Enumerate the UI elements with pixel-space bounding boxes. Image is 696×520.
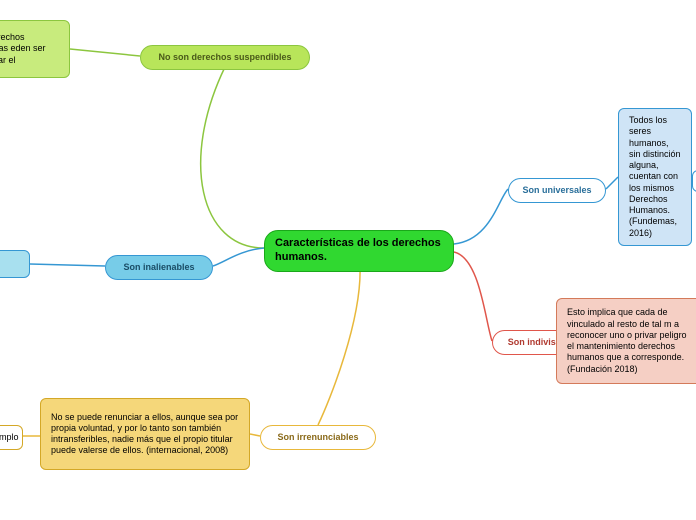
desc-d_univ[interactable]: Todos los seres humanos, sin distinción …	[618, 108, 692, 246]
desc-d_inalien[interactable]: ningún ser .	[0, 250, 30, 278]
desc-d_irrenun-label: No se puede renunciar a ellos, aunque se…	[51, 412, 239, 457]
branch-inalienables-label: Son inalienables	[123, 262, 194, 273]
branch-universales[interactable]: Son universales	[508, 178, 606, 203]
desc-d_ejemplo-label: Ejemplo	[0, 432, 19, 443]
branch-suspendibles-label: No son derechos suspendibles	[158, 52, 291, 63]
branch-universales-label: Son universales	[522, 185, 591, 196]
desc-d_suspend[interactable]: s no son derechos circunstancias eden se…	[0, 20, 70, 78]
desc-d_indiv[interactable]: Esto implica que cada de vinculado al re…	[556, 298, 696, 384]
center-node-label: Características de los derechos humanos.	[275, 237, 443, 265]
desc-d_ejemplo[interactable]: Ejemplo	[0, 425, 23, 450]
center-node[interactable]: Características de los derechos humanos.	[264, 230, 454, 272]
desc-d_univ2[interactable]	[692, 170, 696, 192]
branch-irrenunciables[interactable]: Son irrenunciables	[260, 425, 376, 450]
branch-inalienables[interactable]: Son inalienables	[105, 255, 213, 280]
desc-d_suspend-label: s no son derechos circunstancias eden se…	[0, 32, 59, 66]
desc-d_irrenun[interactable]: No se puede renunciar a ellos, aunque se…	[40, 398, 250, 470]
desc-d_indiv-label: Esto implica que cada de vinculado al re…	[567, 307, 695, 375]
branch-suspendibles[interactable]: No son derechos suspendibles	[140, 45, 310, 70]
branch-irrenunciables-label: Son irrenunciables	[277, 432, 358, 443]
desc-d_univ-label: Todos los seres humanos, sin distinción …	[629, 115, 681, 239]
